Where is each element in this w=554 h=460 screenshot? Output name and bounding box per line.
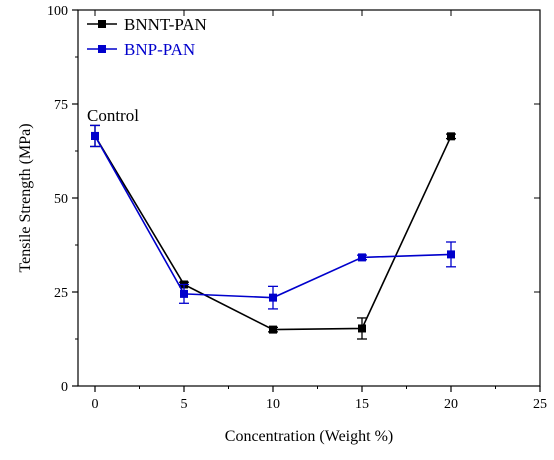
legend-label: BNP-PAN xyxy=(124,40,195,59)
y-axis-label: Tensile Strength (MPa) xyxy=(17,123,34,272)
x-tick-label: 5 xyxy=(181,397,188,412)
series-line xyxy=(94,135,452,299)
legend-marker xyxy=(98,45,106,53)
legend-marker xyxy=(98,20,106,28)
data-point xyxy=(269,325,277,334)
data-point xyxy=(358,324,366,333)
series-layer xyxy=(90,124,456,340)
y-tick-label: 75 xyxy=(54,98,68,113)
x-tick-label: 25 xyxy=(533,397,547,412)
legend-item-bnp-pan: BNP-PAN xyxy=(87,40,195,59)
annotation-control: Control xyxy=(87,106,139,125)
data-point xyxy=(91,131,99,140)
x-tick-label: 10 xyxy=(266,397,280,412)
legend: BNNT-PAN BNP-PAN xyxy=(87,15,207,59)
y-tick-label: 50 xyxy=(54,192,68,207)
x-tick-label: 20 xyxy=(444,397,458,412)
y-tick-label: 25 xyxy=(54,286,68,301)
x-tick-label: 15 xyxy=(355,397,369,412)
data-point xyxy=(180,289,188,298)
y-tick-label: 100 xyxy=(47,4,68,19)
axes: 0 5 10 15 20 25 0 25 50 75 100 xyxy=(47,4,547,412)
legend-label: BNNT-PAN xyxy=(124,15,207,34)
data-point xyxy=(269,293,277,302)
y-tick-label: 0 xyxy=(61,380,68,395)
data-point xyxy=(447,250,455,259)
data-point xyxy=(358,253,366,262)
data-point xyxy=(447,132,455,141)
legend-item-bnnt-pan: BNNT-PAN xyxy=(87,15,207,34)
series-bnp-pan xyxy=(90,124,456,310)
x-tick-label: 0 xyxy=(92,397,99,412)
x-axis-label: Concentration (Weight %) xyxy=(225,428,393,445)
